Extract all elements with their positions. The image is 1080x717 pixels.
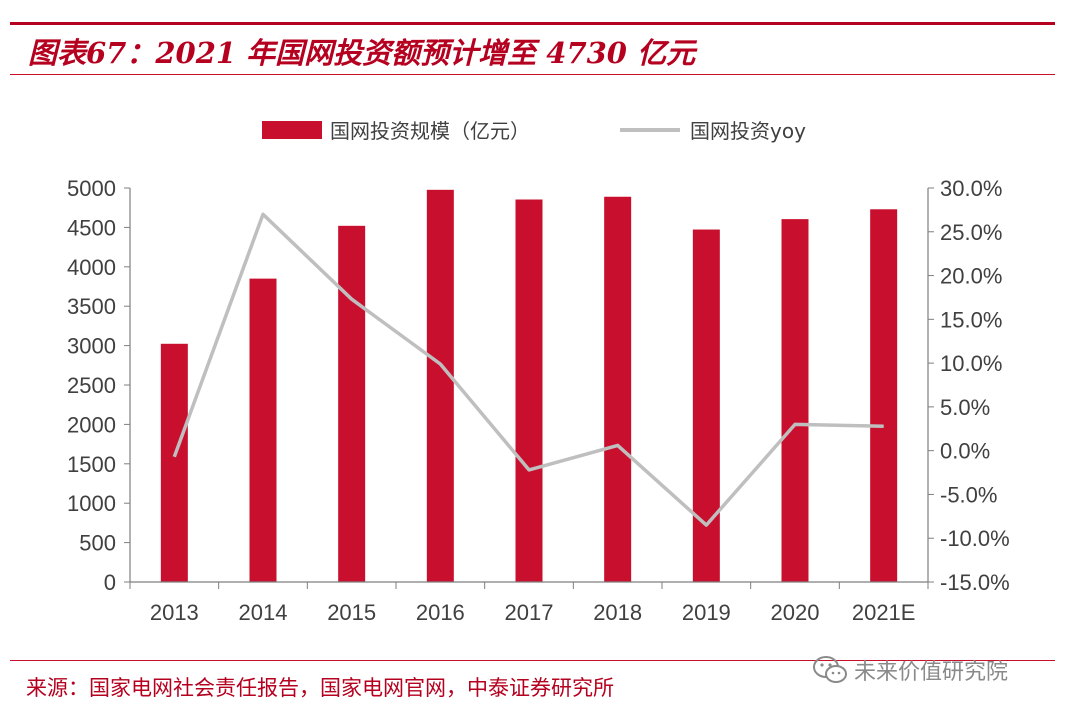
right-tick-label: -15.0%	[940, 570, 1010, 595]
legend-label-bar: 国网投资规模（亿元）	[330, 119, 530, 143]
bar-2021E	[870, 209, 898, 582]
right-tick-label: 10.0%	[940, 351, 1002, 376]
wechat-icon	[813, 656, 847, 683]
left-tick-label: 1000	[67, 491, 116, 516]
right-tick-label: 20.0%	[940, 264, 1002, 289]
right-tick-label: 5.0%	[940, 395, 990, 420]
title-underline	[10, 74, 1055, 75]
left-tick-label: 2000	[67, 412, 116, 437]
x-tick-label: 2013	[150, 600, 199, 625]
right-axis: -15.0% -10.0% -5.0% 0.0% 5.0% 10.0% 15.0% 20.0%…	[927, 176, 1010, 595]
x-tick-label: 2020	[771, 600, 820, 625]
bar-2017	[515, 199, 543, 582]
yoy-series	[172, 212, 884, 527]
right-tick-label: -5.0%	[940, 482, 997, 507]
legend: 国网投资规模（亿元） 国网投资yoy	[262, 119, 806, 143]
x-tick-label: 2017	[505, 600, 554, 625]
bar-2014	[249, 278, 277, 582]
chart-title: 图表67：2021 年国网投资额预计增至 4730 亿元	[28, 36, 696, 70]
left-tick-label: 2500	[67, 373, 116, 398]
bar-2016	[426, 189, 454, 583]
left-tick-label: 1500	[67, 452, 116, 477]
legend-label-line: 国网投资yoy	[690, 119, 806, 143]
x-tick-label: 2018	[593, 600, 642, 625]
top-rule	[10, 22, 1055, 25]
bottom-rule	[10, 660, 1055, 661]
right-tick-label: 0.0%	[940, 439, 990, 464]
left-tick-label: 3000	[67, 334, 116, 359]
left-tick-label: 4000	[67, 255, 116, 280]
source-note: 来源：国家电网社会责任报告，国家电网官网，中泰证券研究所	[26, 676, 614, 700]
x-tick-label: 2019	[682, 600, 731, 625]
watermark-text: 未来价值研究院	[854, 660, 1009, 685]
left-tick-label: 3500	[67, 294, 116, 319]
right-tick-label: -10.0%	[940, 526, 1010, 551]
left-tick-label: 5000	[67, 176, 116, 201]
x-tick-label: 2014	[239, 600, 288, 625]
right-tick-label: 15.0%	[940, 307, 1002, 332]
bar-series	[160, 189, 898, 583]
legend-swatch-bar	[262, 121, 322, 139]
watermark: 未来价值研究院	[812, 652, 1008, 688]
bar-2019	[692, 229, 720, 583]
left-tick-label: 0	[104, 570, 116, 595]
x-axis: 2013 2014 2015 2016 2017 2018 2019 2020 2021E	[129, 581, 929, 625]
left-tick-label: 500	[79, 531, 116, 556]
left-tick-label: 4500	[67, 215, 116, 240]
x-tick-label: 2016	[416, 600, 465, 625]
right-tick-label: 25.0%	[940, 220, 1002, 245]
right-tick-label: 30.0%	[940, 176, 1002, 201]
bar-2015	[338, 225, 366, 582]
bar-2013	[160, 343, 188, 582]
left-axis: 0 500 1000 1500 2000 2500 3000 3500 4000 4500 5000	[67, 176, 131, 595]
x-tick-label: 2015	[327, 600, 376, 625]
bar-2018	[604, 196, 632, 582]
x-tick-label: 2021E	[852, 600, 916, 625]
bar-2020	[781, 219, 809, 582]
